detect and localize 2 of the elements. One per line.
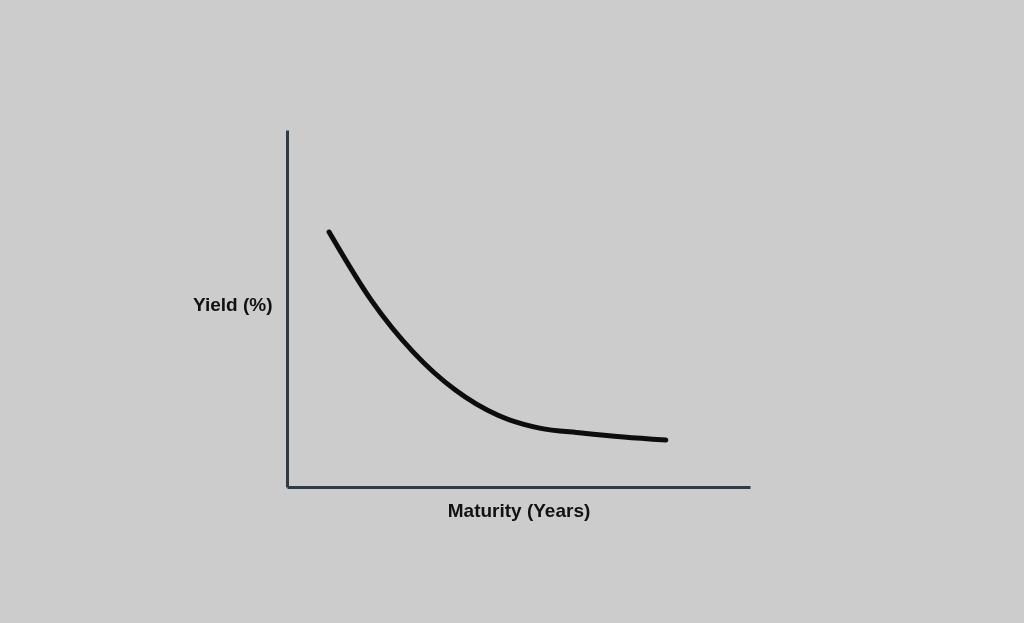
x-axis-title: Maturity (Years) xyxy=(447,499,591,521)
y-axis-title: Yield (%) xyxy=(192,293,273,315)
